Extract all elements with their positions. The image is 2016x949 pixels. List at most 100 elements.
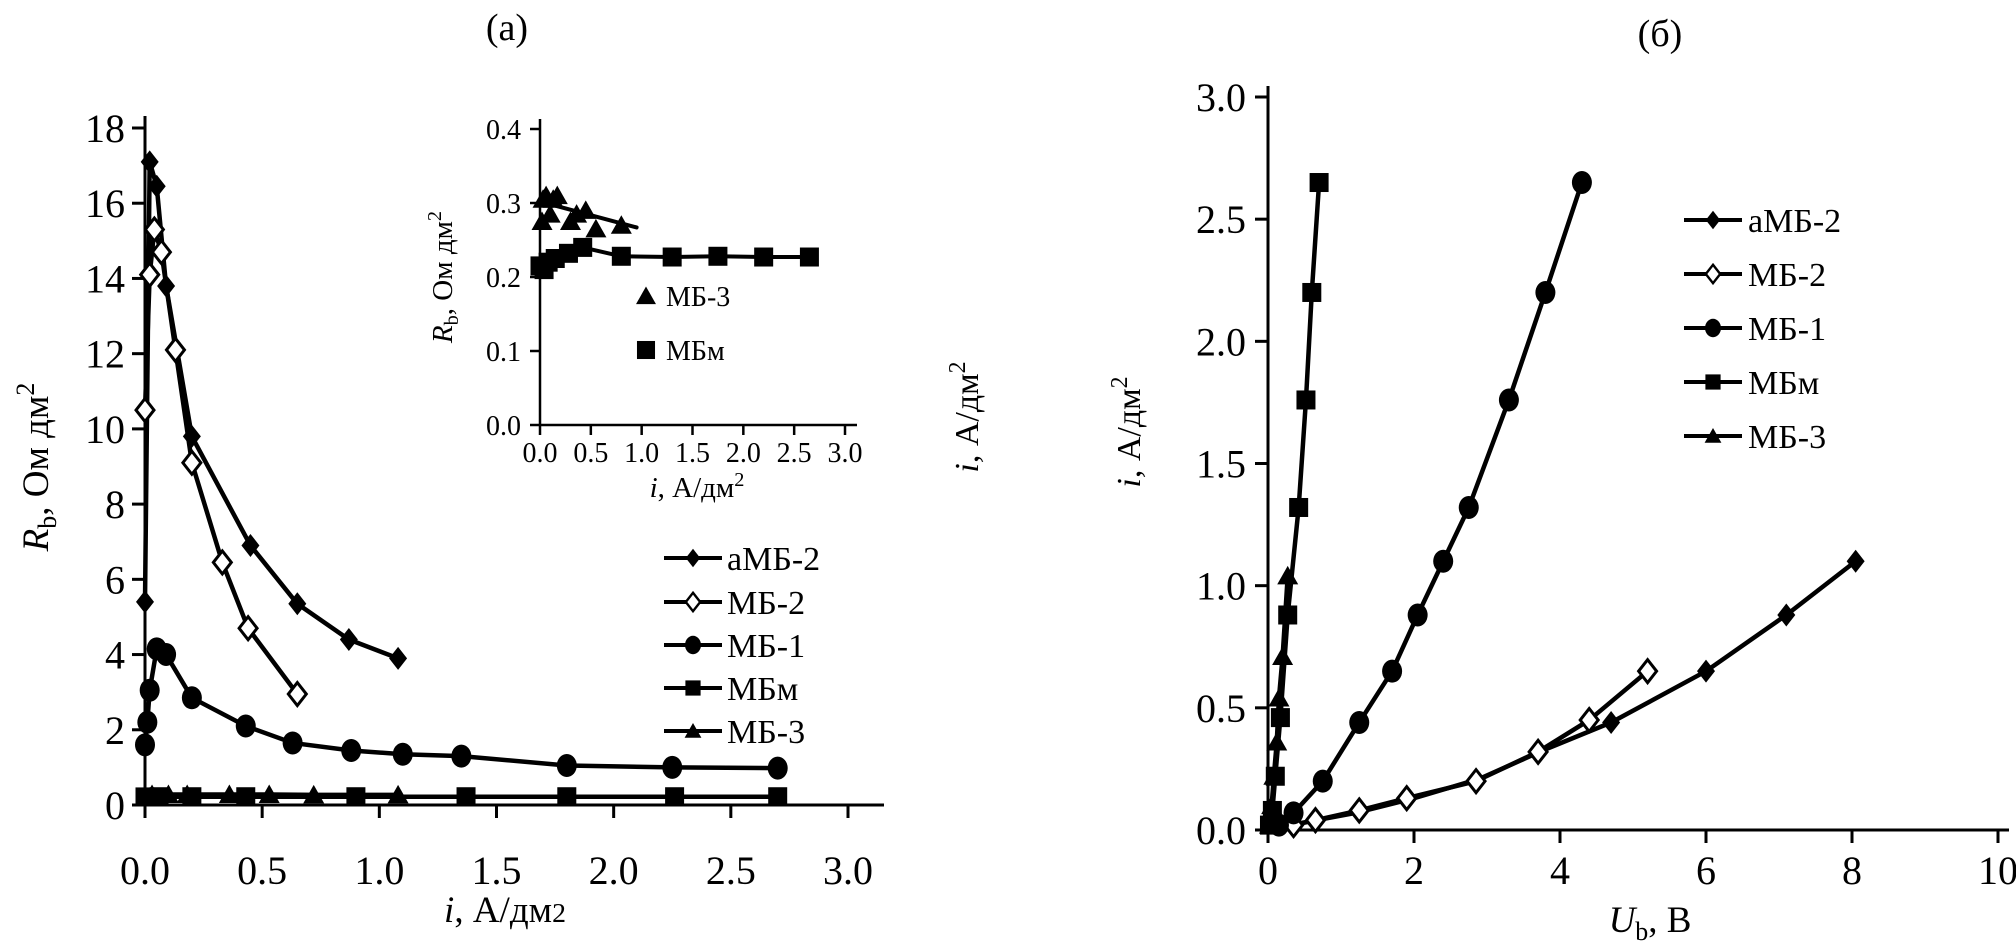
y-axis-label-2: i, А/дм2 (1107, 376, 1148, 487)
series-marker-square-filled (1289, 497, 1309, 517)
series-marker-circle-filled (341, 738, 362, 762)
y-tick-label: 10 (85, 407, 125, 452)
series-marker-triangle-filled (546, 185, 568, 205)
series-marker-diamond-filled (288, 592, 307, 616)
series-marker-square-filled (754, 247, 774, 267)
y-tick-label: 0.3 (486, 189, 521, 220)
x-tick-label: 2 (1404, 848, 1424, 893)
x-tick-label: 1.0 (354, 848, 404, 893)
y-tick-label: 4 (105, 633, 125, 678)
series-marker-square-filled (1302, 282, 1322, 302)
legend-label: МБ-1 (1748, 311, 1826, 348)
series-markers (136, 150, 408, 670)
series-marker-diamond-open (138, 260, 161, 289)
series-markers (141, 784, 409, 804)
x-tick-label: 2.5 (777, 438, 812, 469)
chart-a-inset: 0.0 0.5 1.0 1.5 2.0 2.5 3.0 0.0 0.1 0.2 0.3 0.4 i, А… (424, 115, 863, 504)
y-tick-label: 0.5 (1196, 686, 1246, 731)
series-marker-square-filled (1309, 173, 1329, 193)
series-marker-circle-filled (1458, 495, 1479, 519)
series-marker-diamond-open (164, 335, 187, 364)
y-tick-label: 2.0 (1196, 319, 1246, 364)
y-axis-label-1: Rb, Ом дм2 (424, 211, 463, 344)
legend-item: МБ-3 (636, 282, 730, 313)
x-tick-label: 1.0 (624, 438, 659, 469)
series-marker-circle-filled (1498, 388, 1519, 412)
y-tick-label: 6 (105, 557, 125, 602)
y-tick-label: 18 (85, 106, 125, 151)
x-tick-label: 1.5 (472, 848, 522, 893)
legend-item: МБм (1684, 365, 1819, 402)
legend-marker-triangle-filled (684, 723, 702, 738)
legend-marker-diamond-open (1704, 262, 1722, 286)
series-marker-diamond-filled (140, 150, 159, 174)
legend-item: МБ-2 (1684, 257, 1826, 294)
series-markers (1282, 657, 1659, 840)
y-tick-label: 3.0 (1196, 75, 1246, 120)
series-markers (530, 237, 819, 280)
legend-label: МБ-2 (727, 585, 805, 622)
series-markers (1259, 173, 1329, 835)
series-marker-square-filled (611, 246, 631, 266)
legend-label: МБ-3 (666, 282, 730, 313)
legend-marker-diamond-open (684, 590, 702, 614)
series-marker-diamond-open (134, 396, 156, 425)
x-tick-label: 1.5 (675, 438, 710, 469)
series-marker-triangle-filled (1261, 795, 1283, 815)
series-marker-circle-filled (392, 742, 413, 766)
series-marker-circle-filled (1382, 659, 1403, 683)
series-marker-triangle-filled (1263, 766, 1285, 785)
series-marker-triangle-filled (539, 204, 561, 223)
series-marker-circle-filled (1312, 769, 1333, 793)
series-marker-diamond-open (1527, 737, 1550, 766)
x-tick-label: 4 (1550, 848, 1570, 893)
legend-item: МБ-3 (664, 714, 805, 751)
series-marker-triangle-filled (141, 784, 163, 803)
y-tick-label: 16 (85, 181, 125, 226)
series-markers (134, 215, 309, 708)
series-marker-square-filled (768, 787, 788, 807)
legend-label: аМБ-2 (1748, 203, 1841, 240)
series-marker-diamond-open (286, 680, 309, 708)
series-marker-diamond-filled (241, 533, 260, 557)
legend: аМБ-2 МБ-2 МБ-1 МБм МБ-3 (1684, 203, 1841, 456)
x-tick-label: 0.0 (120, 848, 170, 893)
legend-item: аМБ-2 (664, 541, 820, 578)
panel-b-title: (б) (1637, 13, 1683, 55)
legend: аМБ-2 МБ-2 МБ-1 МБм МБ-3 (664, 541, 820, 751)
series-marker-diamond-filled (1602, 710, 1621, 734)
legend-item: МБ-3 (1684, 419, 1826, 456)
y-tick-label: 0.2 (486, 263, 521, 294)
y-tick-label: 2 (105, 708, 125, 753)
legend-marker-square-filled (1705, 374, 1721, 390)
series-marker-diamond-filled (1697, 659, 1715, 683)
x-tick-label: 3.0 (823, 848, 873, 893)
y-tick-label: 0 (105, 783, 125, 828)
legend-item: МБ-2 (664, 585, 805, 622)
series-marker-diamond-open (1465, 767, 1487, 796)
series-markers (1602, 549, 1865, 734)
x-axis-label: Ub, В (1609, 900, 1692, 946)
series-marker-square-filled (557, 787, 577, 807)
series-marker-triangle-filled (585, 218, 607, 238)
y-tick-label: 14 (85, 256, 125, 301)
legend-label: МБ-3 (1748, 419, 1826, 456)
y-axis-label-1: Rb, Ом дм2 (11, 383, 62, 553)
series-marker-triangle-filled (1277, 565, 1299, 585)
y-tick-label: 0.0 (486, 411, 521, 442)
series-marker-diamond-filled (147, 174, 166, 198)
series-marker-circle-filled (1571, 171, 1592, 195)
series-marker-diamond-open (1304, 806, 1327, 835)
series-marker-square-filled (573, 237, 593, 257)
series-marker-circle-filled (1283, 801, 1304, 825)
series-marker-circle-filled (235, 714, 256, 738)
series-marker-circle-filled (767, 756, 788, 780)
series-line (538, 199, 639, 230)
series-marker-triangle-filled (303, 784, 325, 804)
series-marker-triangle-filled (157, 784, 179, 803)
series-marker-circle-filled (135, 733, 155, 757)
x-tick-label: 2.5 (706, 848, 756, 893)
series-markers (1258, 565, 1299, 834)
legend-marker-triangle-filled (636, 286, 656, 305)
